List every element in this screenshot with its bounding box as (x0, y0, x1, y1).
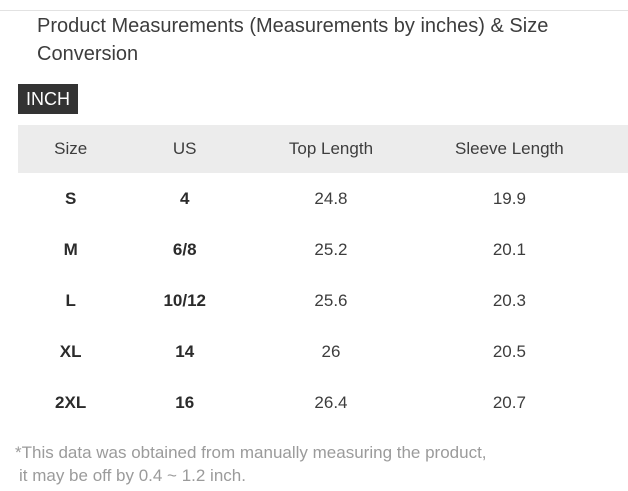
top-length-cell: 26.4 (314, 392, 348, 412)
measurement-disclaimer: *This data was obtained from manually me… (15, 441, 487, 487)
column-header-top-length: Top Length (288, 139, 374, 158)
table-row: S 4 24.8 19.9 (18, 173, 628, 224)
table-row: M 6/8 25.2 20.1 (18, 224, 628, 275)
size-cell: S (64, 188, 77, 208)
top-divider (0, 10, 628, 11)
size-conversion-table: Size US Top Length Sleeve Length S 4 24.… (18, 125, 628, 428)
sleeve-length-cell: 20.5 (492, 341, 526, 361)
sleeve-length-cell: 20.7 (492, 392, 526, 412)
size-cell: XL (59, 341, 82, 361)
disclaimer-line-2: it may be off by 0.4 ~ 1.2 inch. (19, 466, 246, 485)
table-row: 2XL 16 26.4 20.7 (18, 377, 628, 428)
top-length-cell: 25.2 (314, 239, 348, 259)
top-length-cell: 25.6 (314, 290, 348, 310)
column-header-sleeve-length: Sleeve Length (455, 139, 564, 158)
us-cell: 16 (175, 392, 195, 412)
column-header-us: US (172, 139, 197, 158)
unit-tab-inch[interactable]: INCH (18, 84, 78, 114)
sleeve-length-cell: 19.9 (492, 188, 526, 208)
size-cell: M (63, 239, 78, 259)
us-cell: 10/12 (163, 290, 206, 310)
top-length-cell: 24.8 (314, 188, 348, 208)
sleeve-length-cell: 20.3 (492, 290, 526, 310)
us-cell: 6/8 (172, 239, 197, 259)
us-cell: 14 (175, 341, 195, 361)
page-title: Product Measurements (Measurements by in… (37, 15, 549, 65)
table-row: L 10/12 25.6 20.3 (18, 275, 628, 326)
table-row: XL 14 26 20.5 (18, 326, 628, 377)
table-header-row: Size US Top Length Sleeve Length (18, 125, 628, 173)
size-cell: L (65, 290, 76, 310)
us-cell: 4 (179, 188, 190, 208)
size-cell: 2XL (55, 392, 87, 412)
sleeve-length-cell: 20.1 (492, 239, 526, 259)
disclaimer-line-1: *This data was obtained from manually me… (15, 443, 487, 462)
column-header-size: Size (54, 139, 88, 158)
top-length-cell: 26 (321, 341, 341, 361)
